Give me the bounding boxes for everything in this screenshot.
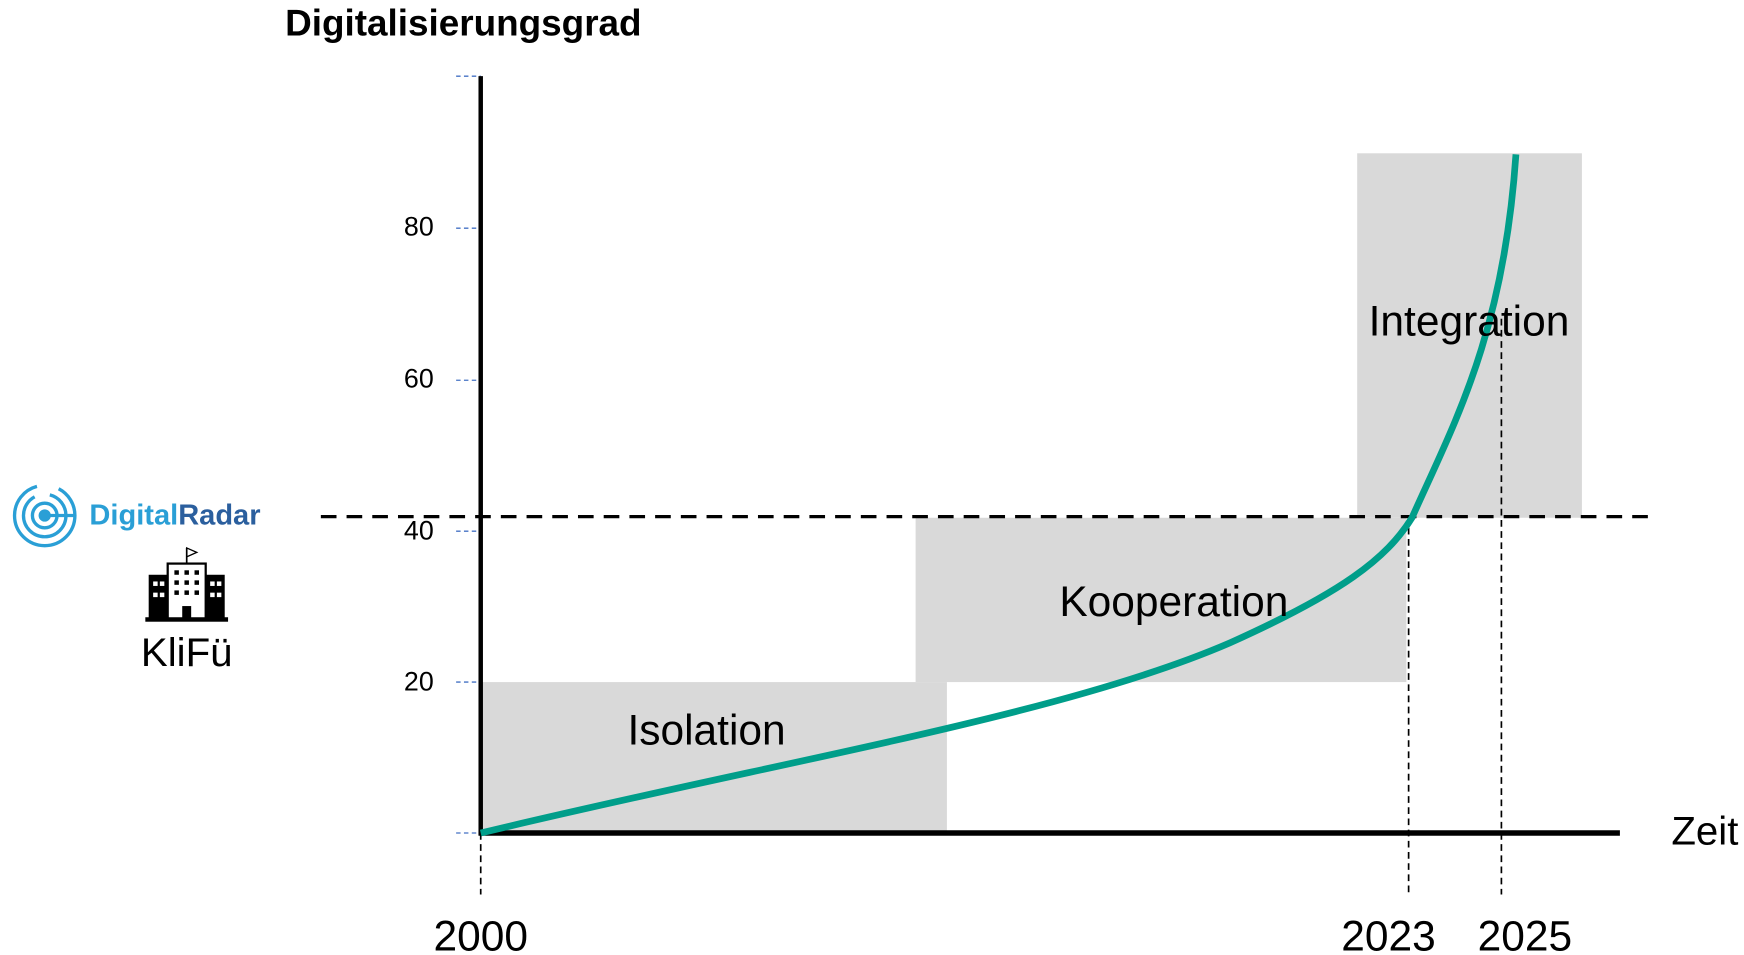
phase-box	[915, 517, 1407, 683]
x-tick-label: 2023	[1341, 913, 1435, 955]
phase-box	[480, 682, 947, 834]
y-tick-label: 60	[404, 363, 434, 393]
title: Digitalisierungsgrad	[285, 3, 642, 44]
y-tick-label: 20	[404, 666, 434, 696]
radar-icon	[12, 483, 77, 548]
logo-part: Digital	[89, 499, 178, 531]
phase-label: Integration	[1369, 299, 1570, 346]
y-tick-label: 80	[404, 211, 434, 241]
phase-label: Kooperation	[1059, 579, 1288, 626]
marker-label: KliFü	[141, 630, 233, 675]
growth-curve	[479, 154, 1520, 837]
logo-text: DigitalRadar	[89, 499, 260, 531]
phase-box	[1357, 153, 1582, 518]
phase-label: Isolation	[627, 708, 785, 755]
y-ticks	[456, 75, 481, 834]
logo-part: Radar	[178, 499, 260, 531]
y-tick-label: 40	[404, 515, 434, 545]
x-tick-label: 2025	[1478, 913, 1572, 955]
building-icon	[145, 546, 229, 622]
x-axis-label: Zeit	[1671, 809, 1738, 854]
x-tick-label: 2000	[433, 913, 527, 955]
